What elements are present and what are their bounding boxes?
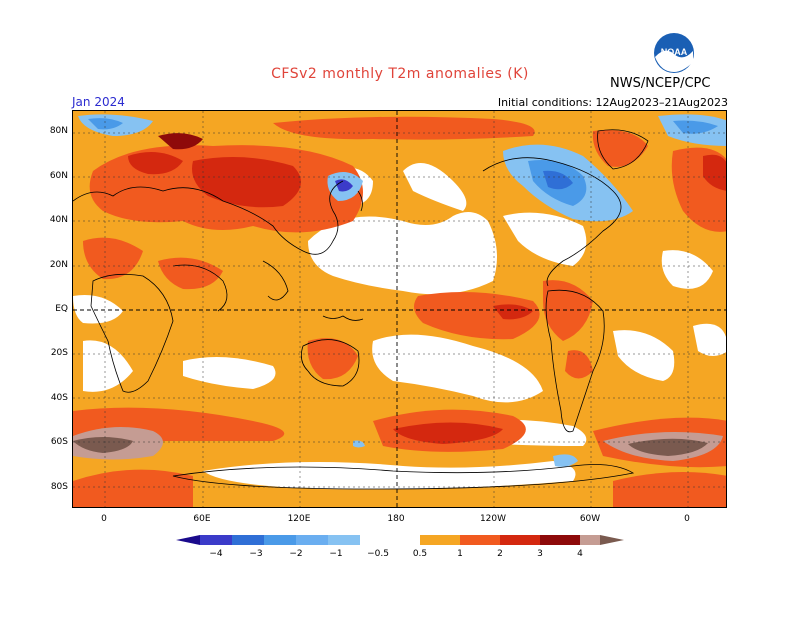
colorbar-label-m1: −1 (329, 549, 342, 559)
neutral-regions (73, 163, 726, 490)
colorbar-label-p3: 3 (537, 549, 543, 559)
colorbar-bin-6 (360, 535, 420, 545)
colorbar-label-m2: −2 (289, 549, 302, 559)
anomaly-map (72, 110, 727, 508)
colorbar: −4 −3 −2 −1 −0.5 0.5 1 2 3 4 (0, 530, 800, 570)
lat-label-60n: 60N (49, 171, 68, 181)
lat-label-40n: 40N (49, 215, 68, 225)
lat-label-eq: EQ (55, 304, 68, 314)
reference-lines (73, 111, 726, 507)
colorbar-label-p2: 2 (497, 549, 503, 559)
lat-label-20n: 20N (49, 260, 68, 270)
colorbar-label-p1: 1 (457, 549, 463, 559)
lon-label-180: 180 (387, 514, 405, 524)
warm-anomaly-regions (73, 116, 726, 507)
colorbar-bin-11 (580, 535, 600, 545)
lat-label-20s: 20S (50, 348, 68, 358)
colorbar-bin-1 (200, 535, 232, 545)
map-title: CFSv2 monthly T2m anomalies (K) (271, 66, 529, 82)
colorbar-bin-7 (420, 535, 460, 545)
lon-label-0-east: 0 (684, 514, 690, 524)
colorbar-arrow-right (600, 535, 624, 545)
agency-label: NWS/NCEP/CPC (610, 76, 711, 91)
colorbar-label-m3: −3 (249, 549, 262, 559)
colorbar-bin-8 (460, 535, 500, 545)
grid-lines (73, 111, 726, 507)
noaa-logo: NOAA (653, 32, 695, 74)
lon-label-60w: 60W (579, 514, 601, 524)
strong-warm-anomaly-regions (73, 427, 723, 461)
lat-label-80s: 80S (50, 482, 68, 492)
colorbar-arrow-left (176, 535, 200, 545)
cold-anomaly-regions (78, 114, 726, 467)
lon-label-120e: 120E (287, 514, 311, 524)
lat-label-80n: 80N (49, 126, 68, 136)
colorbar-bin-9 (500, 535, 540, 545)
anomaly-map-svg (73, 111, 726, 507)
lat-label-40s: 40S (50, 393, 68, 403)
noaa-logo-text: NOAA (661, 47, 688, 57)
colorbar-bin-4 (296, 535, 328, 545)
lat-label-60s: 60S (50, 437, 68, 447)
lon-label-120w: 120W (479, 514, 507, 524)
coastlines (73, 129, 649, 490)
initial-conditions: Initial conditions: 12Aug2023–21Aug2023 (497, 96, 728, 109)
colorbar-label-p05: 0.5 (413, 549, 427, 559)
colorbar-bin-5 (328, 535, 360, 545)
colorbar-bin-10 (540, 535, 580, 545)
colorbar-label-m4: −4 (209, 549, 223, 559)
forecast-month: Jan 2024 (72, 95, 125, 109)
lon-label-0-west: 0 (101, 514, 107, 524)
colorbar-bin-2 (232, 535, 264, 545)
lon-label-60e: 60E (193, 514, 211, 524)
colorbar-bin-3 (264, 535, 296, 545)
colorbar-label-p4: 4 (577, 549, 583, 559)
colorbar-label-m05: −0.5 (367, 549, 389, 559)
